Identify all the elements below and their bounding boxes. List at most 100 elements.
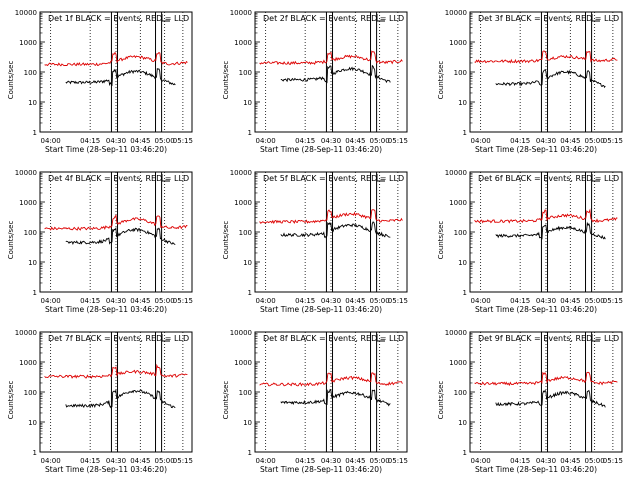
x-tick-label: 05:00 — [370, 297, 390, 305]
y-tick-label: 10000 — [230, 329, 252, 337]
x-tick-label: 05:15 — [173, 297, 193, 305]
series-lld-red — [474, 371, 618, 387]
series-events-black — [280, 64, 391, 84]
series-lld-red — [259, 50, 403, 66]
y-axis-label: Counts/sec — [222, 221, 230, 260]
y-tick-label: 1 — [33, 289, 37, 297]
y-tick-label: 100 — [454, 389, 467, 397]
y-tick-label: 1 — [248, 449, 252, 457]
y-tick-label: 10 — [458, 99, 467, 107]
y-tick-label: 10000 — [230, 9, 252, 17]
x-tick-label: 04:00 — [41, 137, 61, 145]
chart-title: Det 3f BLACK = Events, RED = LLD — [478, 14, 619, 23]
x-tick-label: 04:15 — [295, 457, 315, 465]
x-tick-label: 04:15 — [80, 297, 100, 305]
x-tick-label: 04:45 — [560, 297, 580, 305]
y-tick-label: 10 — [458, 259, 467, 267]
y-tick-label: 1 — [33, 449, 37, 457]
series-events-black — [65, 226, 176, 246]
x-tick-label: 04:00 — [256, 297, 276, 305]
x-axis-label: Start Time (28-Sep-11 03:46:20) — [45, 305, 167, 314]
chart-title: Det 5f BLACK = Events, RED = LLD — [263, 174, 404, 183]
y-axis-label: Counts/sec — [222, 61, 230, 100]
y-tick-label: 1000 — [19, 359, 37, 367]
x-tick-label: 05:15 — [173, 137, 193, 145]
y-tick-label: 100 — [454, 69, 467, 77]
x-tick-label: 04:45 — [560, 457, 580, 465]
x-tick-label: 04:45 — [130, 457, 150, 465]
series-events-black — [495, 69, 606, 89]
y-tick-label: 1000 — [449, 199, 467, 207]
x-tick-label: 04:30 — [536, 137, 556, 145]
y-tick-label: 1000 — [449, 359, 467, 367]
y-tick-label: 10 — [28, 259, 37, 267]
x-tick-label: 05:00 — [585, 137, 605, 145]
y-axis-label: Counts/sec — [7, 221, 15, 260]
y-axis-label: Counts/sec — [437, 221, 445, 260]
series-lld-red — [474, 50, 618, 64]
y-tick-label: 1000 — [234, 39, 252, 47]
series-lld-red — [44, 363, 188, 379]
y-tick-label: 10 — [243, 419, 252, 427]
y-tick-label: 10000 — [230, 169, 252, 177]
y-tick-label: 10000 — [15, 9, 37, 17]
y-tick-label: 1 — [248, 129, 252, 137]
x-tick-label: 05:00 — [155, 137, 175, 145]
x-tick-label: 04:30 — [536, 297, 556, 305]
x-tick-label: 04:30 — [106, 457, 126, 465]
x-tick-label: 05:15 — [388, 457, 408, 465]
y-tick-label: 100 — [239, 69, 252, 77]
series-events-black — [280, 221, 391, 240]
x-tick-label: 05:15 — [388, 137, 408, 145]
x-axis-label: Start Time (28-Sep-11 03:46:20) — [45, 465, 167, 474]
x-tick-label: 04:45 — [130, 137, 150, 145]
x-tick-label: 04:30 — [106, 137, 126, 145]
x-tick-label: 05:15 — [603, 297, 623, 305]
series-lld-red — [474, 208, 618, 224]
series-lld-red — [44, 51, 188, 67]
y-tick-label: 1 — [463, 289, 467, 297]
x-tick-label: 05:00 — [155, 297, 175, 305]
chart-title: Det 1f BLACK = Events, RED = LLD — [48, 14, 189, 23]
y-tick-label: 1 — [463, 129, 467, 137]
y-axis-label: Counts/sec — [222, 381, 230, 420]
x-axis-label: Start Time (28-Sep-11 03:46:20) — [260, 305, 382, 314]
series-lld-red — [259, 372, 403, 387]
panel-det-1: Det 1f BLACK = Events, RED = LLD Counts/s… — [7, 9, 193, 154]
x-tick-label: 05:00 — [155, 457, 175, 465]
y-axis-label: Counts/sec — [7, 381, 15, 420]
x-tick-label: 05:15 — [603, 137, 623, 145]
x-tick-label: 05:00 — [370, 457, 390, 465]
x-tick-label: 04:00 — [256, 457, 276, 465]
x-axis-label: Start Time (28-Sep-11 03:46:20) — [475, 305, 597, 314]
x-tick-label: 04:45 — [560, 137, 580, 145]
y-tick-label: 100 — [24, 229, 37, 237]
panel-det-7: Det 7f BLACK = Events, RED = LLD Counts/s… — [7, 329, 193, 474]
x-tick-label: 04:45 — [345, 457, 365, 465]
x-axis-label: Start Time (28-Sep-11 03:46:20) — [475, 145, 597, 154]
y-tick-label: 10 — [243, 99, 252, 107]
y-tick-label: 10 — [243, 259, 252, 267]
y-tick-label: 10000 — [15, 169, 37, 177]
x-tick-label: 04:30 — [536, 457, 556, 465]
x-axis-label: Start Time (28-Sep-11 03:46:20) — [260, 465, 382, 474]
series-lld-red — [44, 214, 188, 231]
x-tick-label: 04:00 — [471, 297, 491, 305]
x-tick-label: 05:00 — [585, 297, 605, 305]
x-tick-label: 04:15 — [295, 297, 315, 305]
y-tick-label: 1 — [33, 129, 37, 137]
y-tick-label: 1000 — [19, 39, 37, 47]
x-tick-label: 04:15 — [510, 137, 530, 145]
y-tick-label: 100 — [454, 229, 467, 237]
chart-title: Det 8f BLACK = Events, RED = LLD — [263, 334, 404, 343]
series-events-black — [65, 388, 176, 409]
x-tick-label: 04:00 — [41, 297, 61, 305]
x-axis-label: Start Time (28-Sep-11 03:46:20) — [475, 465, 597, 474]
x-tick-label: 04:15 — [510, 297, 530, 305]
y-tick-label: 10000 — [15, 329, 37, 337]
y-tick-label: 100 — [239, 389, 252, 397]
y-tick-label: 1000 — [449, 39, 467, 47]
x-tick-label: 04:15 — [80, 457, 100, 465]
x-tick-label: 04:00 — [41, 457, 61, 465]
